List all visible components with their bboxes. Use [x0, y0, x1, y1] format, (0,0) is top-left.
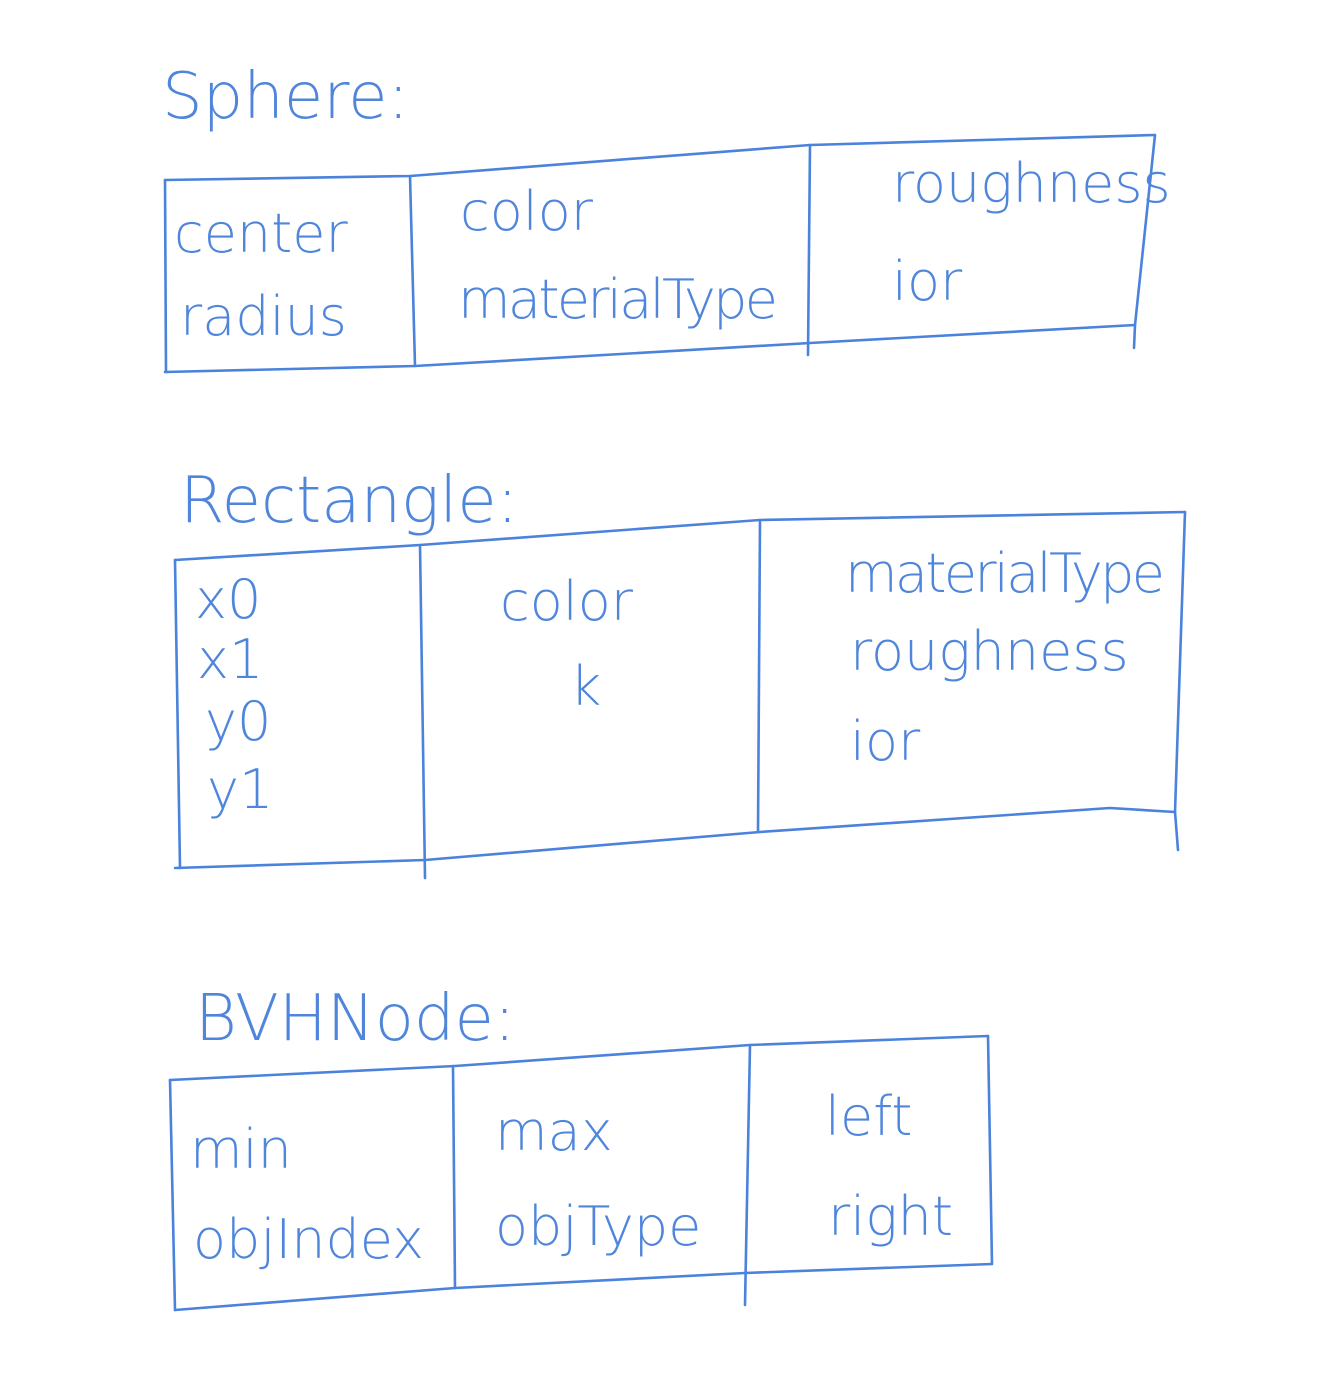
rectangle-table-bottom-edge: [173, 806, 1177, 870]
bvhnode-table-right-edge: [986, 1034, 994, 1266]
sphere-field: materialType: [458, 268, 778, 331]
sphere-table-top-edge: [163, 133, 1157, 182]
sphere-field: radius: [180, 285, 347, 348]
rectangle-field: y0: [205, 690, 271, 753]
bvhnode-column-divider-2: [743, 1043, 752, 1307]
rectangle-field: x0: [195, 568, 261, 631]
sphere-field: ior: [892, 250, 963, 313]
rectangle-field: ior: [850, 710, 921, 773]
rectangle-field: color: [500, 570, 634, 633]
bvhnode-table-bottom-edge: [173, 1262, 994, 1312]
bvhnode-column-divider-1: [451, 1064, 457, 1290]
rectangle-field: roughness: [850, 620, 1129, 683]
rectangle-field: y1: [207, 758, 273, 821]
bvhnode-field: right: [828, 1185, 953, 1248]
sphere-table-left-edge: [163, 178, 168, 374]
sphere-field: color: [460, 180, 594, 243]
rectangle-title: Rectangle:: [180, 464, 518, 538]
rectangle-table: [173, 510, 1187, 880]
sphere-column-divider-2: [806, 143, 812, 357]
sphere-struct: Sphere: center radius color materialType…: [162, 60, 1171, 374]
rectangle-column-divider-2: [756, 518, 762, 834]
sphere-column-divider-1: [408, 174, 417, 368]
rectangle-field: materialType: [845, 542, 1165, 605]
rectangle-column-divider-1: [418, 543, 427, 880]
bvhnode-field: objType: [495, 1195, 701, 1258]
bvhnode-table-left-edge: [168, 1078, 177, 1312]
sphere-table-bottom-edge: [163, 323, 1137, 374]
bvhnode-field: left: [825, 1085, 912, 1148]
rectangle-table-top-edge: [173, 510, 1187, 562]
bvhnode-field: min: [190, 1118, 292, 1181]
bvhnode-title: BVHNode:: [195, 982, 515, 1056]
sphere-field: center: [174, 202, 349, 265]
bvhnode-table-top-edge: [168, 1034, 990, 1082]
sphere-title: Sphere:: [162, 60, 409, 134]
sphere-field: roughness: [892, 152, 1171, 215]
rectangle-table-left-edge: [173, 558, 182, 870]
bvhnode-field: max: [495, 1100, 613, 1163]
sphere-table: [163, 133, 1157, 374]
rectangle-field: x1: [197, 628, 263, 691]
bvhnode-struct: BVHNode: min objIndex max objType left r…: [168, 982, 994, 1312]
rectangle-field: k: [570, 655, 601, 718]
bvhnode-table: [168, 1034, 994, 1312]
rectangle-struct: Rectangle: x0 x1 y0 y1 color k materialT…: [173, 464, 1187, 880]
rectangle-table-right-edge: [1173, 510, 1187, 852]
sphere-table-right-edge: [1132, 133, 1157, 350]
bvhnode-field: objIndex: [193, 1208, 424, 1271]
